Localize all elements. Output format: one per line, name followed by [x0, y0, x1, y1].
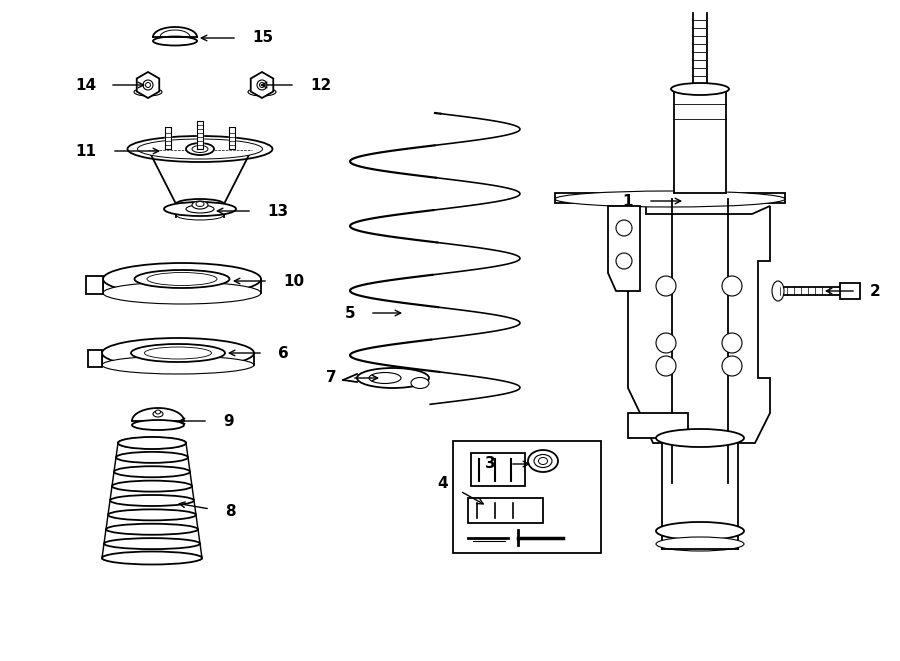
Ellipse shape	[656, 522, 744, 540]
Text: 11: 11	[75, 143, 96, 159]
Ellipse shape	[145, 347, 212, 359]
Polygon shape	[88, 350, 102, 367]
Bar	[453, 441, 601, 553]
Polygon shape	[775, 287, 840, 295]
Polygon shape	[840, 283, 860, 299]
Ellipse shape	[110, 495, 194, 506]
Ellipse shape	[528, 450, 558, 472]
Text: 3: 3	[485, 457, 496, 471]
Polygon shape	[555, 193, 785, 203]
Ellipse shape	[103, 263, 261, 295]
Text: 12: 12	[310, 77, 331, 93]
Ellipse shape	[656, 537, 744, 551]
Ellipse shape	[102, 338, 254, 368]
Polygon shape	[86, 276, 103, 294]
Ellipse shape	[656, 429, 744, 447]
Ellipse shape	[176, 199, 224, 209]
Ellipse shape	[108, 510, 196, 520]
Ellipse shape	[146, 83, 150, 87]
Polygon shape	[628, 413, 688, 438]
Ellipse shape	[164, 202, 236, 216]
Ellipse shape	[186, 143, 214, 155]
Text: 6: 6	[278, 346, 289, 360]
Text: 5: 5	[345, 305, 355, 321]
Ellipse shape	[192, 201, 208, 209]
Polygon shape	[251, 72, 274, 98]
Text: 8: 8	[225, 504, 236, 518]
Circle shape	[722, 356, 742, 376]
Ellipse shape	[772, 281, 784, 301]
Text: 10: 10	[283, 274, 304, 288]
Ellipse shape	[186, 205, 214, 213]
Polygon shape	[137, 72, 159, 98]
Ellipse shape	[131, 344, 225, 362]
Circle shape	[656, 276, 676, 296]
Ellipse shape	[118, 437, 186, 449]
Ellipse shape	[106, 524, 198, 535]
Ellipse shape	[153, 411, 163, 417]
Ellipse shape	[357, 368, 429, 388]
Text: 2: 2	[870, 284, 881, 299]
Polygon shape	[662, 443, 738, 549]
Ellipse shape	[128, 136, 273, 162]
Ellipse shape	[102, 356, 254, 374]
Ellipse shape	[259, 83, 265, 87]
Ellipse shape	[134, 88, 162, 96]
Polygon shape	[132, 408, 184, 421]
Circle shape	[616, 220, 632, 236]
Ellipse shape	[102, 551, 202, 564]
Polygon shape	[608, 206, 640, 291]
Ellipse shape	[114, 466, 190, 477]
Text: 1: 1	[623, 194, 633, 208]
Polygon shape	[674, 89, 726, 193]
Circle shape	[616, 253, 632, 269]
Text: 13: 13	[267, 204, 288, 219]
Polygon shape	[148, 149, 252, 204]
Ellipse shape	[257, 80, 267, 90]
Ellipse shape	[104, 538, 200, 549]
Ellipse shape	[176, 210, 224, 220]
Ellipse shape	[411, 377, 429, 389]
Ellipse shape	[153, 36, 197, 46]
Text: 7: 7	[327, 371, 337, 385]
Ellipse shape	[143, 80, 153, 90]
Ellipse shape	[102, 553, 202, 563]
Polygon shape	[165, 127, 171, 149]
Ellipse shape	[147, 272, 217, 286]
Ellipse shape	[156, 410, 160, 414]
Ellipse shape	[116, 452, 188, 463]
Ellipse shape	[538, 457, 547, 465]
Text: 14: 14	[75, 77, 96, 93]
Ellipse shape	[248, 88, 276, 96]
Ellipse shape	[132, 420, 184, 430]
Polygon shape	[471, 453, 525, 486]
Ellipse shape	[196, 202, 204, 206]
Polygon shape	[693, 13, 707, 89]
Polygon shape	[229, 127, 235, 149]
Polygon shape	[468, 498, 543, 523]
Polygon shape	[197, 121, 203, 149]
Polygon shape	[628, 206, 770, 443]
Text: 15: 15	[252, 30, 273, 46]
Ellipse shape	[134, 270, 230, 288]
Ellipse shape	[534, 455, 552, 467]
Polygon shape	[153, 27, 197, 37]
Ellipse shape	[103, 282, 261, 304]
Ellipse shape	[192, 145, 208, 153]
Ellipse shape	[555, 191, 785, 207]
Ellipse shape	[112, 481, 192, 492]
Ellipse shape	[118, 438, 186, 449]
Text: 4: 4	[437, 475, 448, 490]
Circle shape	[722, 276, 742, 296]
Ellipse shape	[138, 139, 263, 159]
Circle shape	[656, 333, 676, 353]
Ellipse shape	[369, 373, 401, 383]
Circle shape	[656, 356, 676, 376]
Circle shape	[722, 333, 742, 353]
Ellipse shape	[671, 83, 729, 95]
Text: 9: 9	[223, 414, 234, 428]
